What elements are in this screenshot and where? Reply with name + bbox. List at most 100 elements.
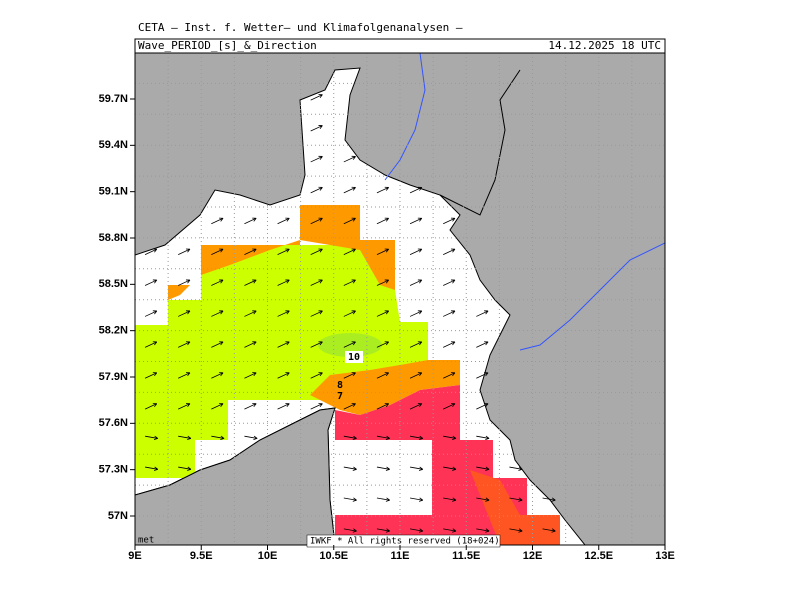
arrow [343,497,357,502]
lat-label: 58.8N [99,232,128,244]
arrow [443,528,457,533]
arrow [244,279,257,286]
arrow [409,310,423,317]
lat-label: 59.4N [99,139,128,151]
lon-label: 10E [258,550,278,562]
arrow [211,217,224,225]
arrow [409,403,423,410]
arrow [376,403,390,410]
contour-label: 7 [337,391,343,402]
arrow [310,341,323,348]
footer-box [306,534,501,548]
lat-label: 59.1N [99,186,128,198]
arrow [277,341,290,348]
arrow [277,372,290,379]
arrow [144,372,158,379]
footer-right: IWKF * All rights reserved (18+024) [310,537,500,547]
arrow [443,310,456,317]
arrow [244,435,258,440]
period-field-red-orange [470,470,560,545]
arrow [211,310,224,317]
arrow [376,372,390,379]
lon-label: 12.5E [584,550,613,562]
arrow [310,217,323,225]
arrow [211,341,224,348]
arrow [144,341,158,348]
arrow [476,372,489,379]
arrow [409,248,423,256]
arrow [178,341,191,348]
arrow [409,341,423,348]
arrow [178,372,191,379]
arrow [443,372,456,379]
arrow [144,310,158,317]
arrow [409,217,423,225]
arrow [376,435,390,440]
arrow [409,372,423,379]
river [384,53,426,181]
arrow [178,435,192,440]
arrow [310,155,323,163]
arrow [476,497,490,502]
arrow [476,341,489,348]
arrow [211,403,224,410]
lon-label: 11.5E [452,550,480,562]
arrow [476,310,489,317]
arrow [178,466,192,471]
arrow [277,310,290,317]
lon-label: 12E [523,550,543,562]
arrow [310,372,323,379]
arrow [144,248,158,256]
sea-gap [335,440,432,515]
arrow [310,125,323,132]
lat-label: 57N [108,510,128,522]
arrow [310,279,323,286]
lon-label: 13E [655,550,675,562]
arrow [277,403,290,410]
lake-shore [439,69,521,216]
arrow [144,279,158,286]
lat-label: 57.3N [99,464,128,476]
arrow [476,435,490,440]
arrow [376,186,390,194]
arrow [476,403,489,410]
arrow [476,466,490,471]
arrow [509,497,523,502]
arrow [443,217,456,225]
lat-label: 59.7N [99,93,128,105]
arrow [343,217,356,225]
arrow [144,466,159,471]
contour-label: 8 [337,380,343,391]
footer-left: met [138,536,154,546]
arrow [409,435,424,440]
map-title: Wave_PERIOD_[s]_&_Direction [138,39,317,52]
arrow [277,217,290,225]
arrow [443,279,456,286]
map-area [135,53,665,545]
arrow [376,279,390,286]
arrow [244,372,257,379]
arrow [343,279,356,286]
period-field-orange [168,285,190,300]
arrow [443,341,456,348]
arrow [443,403,456,410]
arrow [343,248,356,256]
arrow [443,466,457,471]
period-field-orange [310,360,460,415]
arrow [310,248,323,256]
lat-label: 58.5N [99,278,128,290]
arrow [376,528,390,533]
arrow [343,372,356,379]
arrow [178,248,191,256]
arrow [376,217,390,225]
period-field-green [135,245,428,478]
lon-label: 9.5E [190,550,213,562]
arrow [343,341,356,348]
lon-label: 10.5E [319,550,348,562]
arrow [178,279,191,286]
arrow [509,528,523,533]
arrow [343,466,357,471]
lat-label: 58.2N [99,325,128,337]
arrow [443,497,457,502]
